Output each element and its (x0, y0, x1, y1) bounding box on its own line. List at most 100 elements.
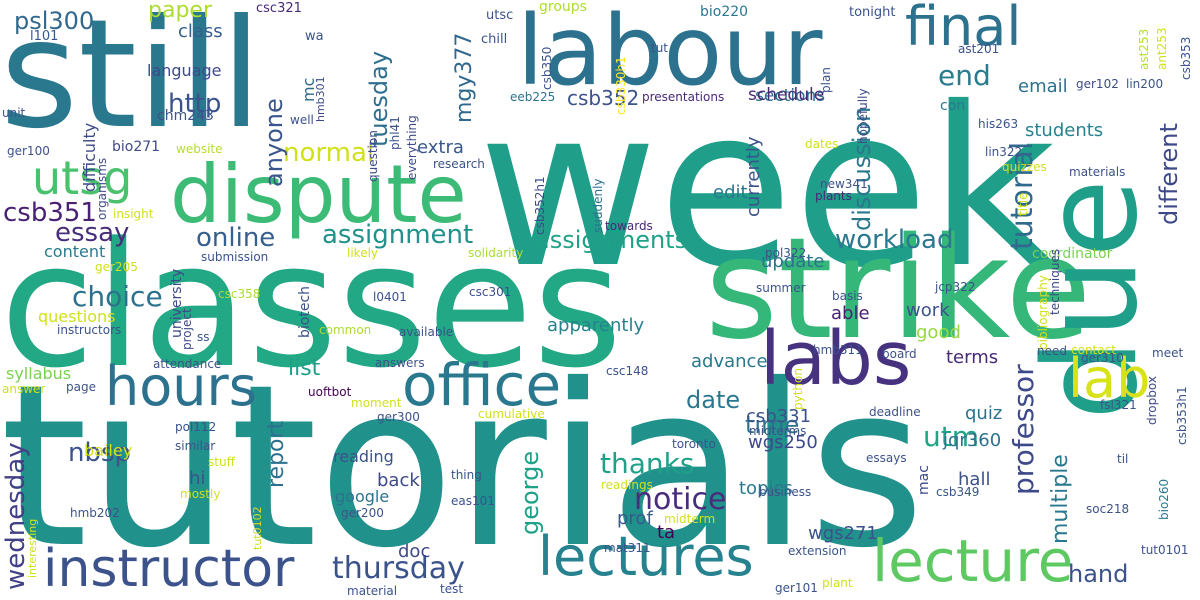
word-online: online (196, 223, 276, 253)
word-essay: essay (55, 218, 130, 248)
word-mac: mac (916, 465, 932, 495)
word-hall: hall (958, 469, 991, 490)
word-dates: dates (805, 137, 839, 151)
word-ger300: ger300 (377, 410, 420, 424)
word-notice: notice (634, 482, 727, 517)
word-submission: submission (201, 250, 269, 264)
word-update: update (761, 251, 825, 272)
word-midterm: midterm (664, 512, 716, 526)
word-strike: strike (705, 208, 1092, 371)
word-material: material (347, 584, 398, 598)
word-students: students (1025, 120, 1104, 141)
word-csb352h1: csb352h1 (533, 176, 547, 235)
word-suddenly: suddenly (591, 178, 605, 233)
word-new341: new341 (820, 177, 868, 191)
word-eas101: eas101 (451, 494, 495, 508)
word-back: back (377, 470, 420, 491)
word-extra: extra (417, 137, 464, 158)
word-answers: answers (375, 356, 425, 370)
word-report: report (264, 420, 289, 488)
word-page: page (66, 380, 96, 394)
word-organisms: organisms (95, 157, 109, 220)
word-advance: advance (691, 351, 768, 372)
word-til: til (1117, 452, 1129, 466)
word-currently: currently (743, 136, 764, 217)
word-lectures: lectures (538, 525, 754, 588)
word-everything: everything (405, 115, 419, 180)
word-ta: ta (657, 522, 676, 543)
word-ast253: ast253 (1137, 28, 1151, 70)
word-hours: hours (105, 355, 257, 418)
word-instructor: instructor (43, 539, 295, 599)
word-summer: summer (756, 281, 806, 295)
word-csb331: csb331 (746, 406, 812, 427)
word-utm: utm (923, 420, 979, 453)
word-fsl321: fsl321 (1100, 398, 1137, 412)
word-l0401: l0401 (373, 290, 407, 304)
word-hmb202: hmb202 (70, 506, 120, 520)
word-hmb301: hmb301 (314, 76, 327, 122)
word-contact: contact (1071, 343, 1116, 357)
word-time: time (745, 411, 800, 439)
word-labs: labs (760, 316, 912, 402)
word-attendance: attendance (153, 357, 222, 371)
word-csc321: csc321 (256, 1, 302, 16)
word-biotech: biotech (297, 285, 313, 338)
word-list: list (288, 356, 321, 381)
word-groups: groups (539, 0, 587, 15)
word-hmb311: hmb311 (813, 343, 863, 357)
word-insight: insight (113, 207, 154, 221)
word-utsc: utsc (486, 8, 514, 23)
word-chill: chill (481, 32, 508, 47)
word-csb352: csb352 (567, 86, 640, 110)
word-need: need (1037, 344, 1067, 358)
word-available: available (399, 325, 454, 339)
word-work: work (906, 300, 950, 321)
word-hi: hi (189, 468, 206, 489)
word-pol322: pol322 (765, 246, 807, 260)
word-http: http (168, 89, 222, 119)
word-edit: edit (713, 182, 748, 203)
word-csb353: csb353 (1179, 36, 1193, 80)
word-research: research (433, 157, 485, 171)
word-coordinator: coordinator (1032, 246, 1113, 262)
word-utsg: utsg (32, 151, 133, 205)
word-cumulative: cumulative (478, 407, 545, 421)
word-ger310: ger310 (1081, 351, 1124, 365)
word-nbsp: nbsp (68, 438, 132, 468)
word-week: week (478, 60, 1057, 316)
word-csb353h1: csb353h1 (1175, 386, 1189, 445)
word-csb351: csb351 (3, 198, 97, 228)
word-plan: plan (819, 67, 833, 93)
word-wa: wa (305, 29, 324, 44)
word-mostly: mostly (180, 487, 221, 501)
word-answer: answer (2, 382, 46, 396)
word-ger100: ger100 (7, 144, 50, 158)
word-csb330h1: csb330h1 (614, 56, 628, 115)
word-labour: labour (517, 0, 823, 107)
word-hopefully: hopefully (856, 88, 870, 144)
word-presentations: presentations (642, 90, 725, 104)
word-syllabus: syllabus (6, 364, 72, 383)
word-ger101: ger101 (775, 581, 818, 595)
word-terms: terms (946, 347, 999, 368)
word-dropbox: dropbox (1145, 376, 1159, 425)
word-professor: professor (1007, 364, 1040, 495)
word-classes: classes (0, 205, 623, 406)
word-able: able (831, 303, 870, 324)
word-anyone: anyone (260, 98, 288, 187)
word-toronto: toronto (672, 437, 716, 451)
word-schedule: schedule (748, 85, 825, 105)
word-moment: moment (351, 396, 402, 410)
word-paper: paper (148, 0, 212, 23)
word-lin200: lin200 (1126, 77, 1164, 91)
word-apparently: apparently (547, 315, 645, 336)
word-bio260: bio260 (1157, 478, 1171, 520)
word-wgs271: wgs271 (808, 523, 878, 544)
word-project: project (180, 308, 194, 350)
word-likely: likely (347, 246, 379, 260)
word-dispute: dispute (170, 148, 467, 241)
word-bibliography: bibliography (1036, 275, 1050, 350)
word-good: good (916, 322, 961, 343)
